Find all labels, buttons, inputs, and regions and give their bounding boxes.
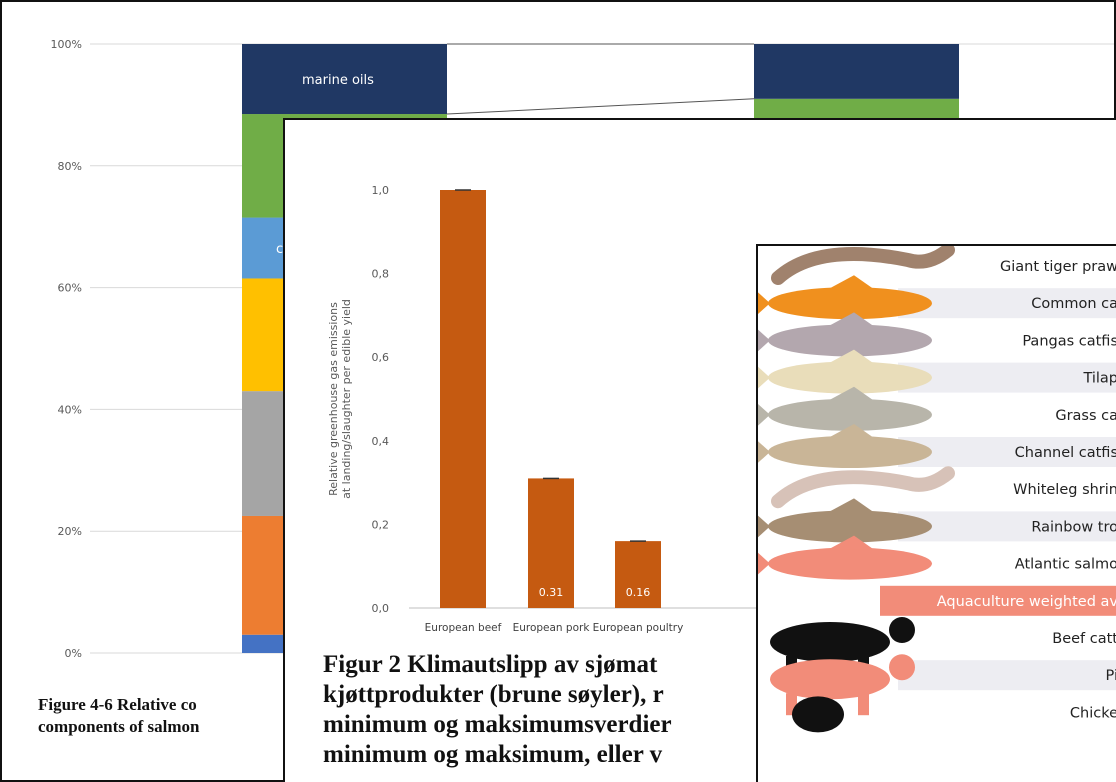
silhouette-body	[768, 436, 932, 468]
giant-tiger-prawn-icon	[771, 246, 955, 285]
emissions-bar-chart: 1,0 0,8 0,6 0,4 0,2 0,0 Relative greenhouse ga…	[327, 184, 1116, 634]
y-tick-label: 20%	[58, 525, 82, 538]
silhouette-head	[889, 654, 915, 681]
species-label: Chicke	[1070, 705, 1116, 721]
segment-label: marine oils	[302, 73, 374, 88]
x-tick-label: European beef	[425, 622, 502, 634]
value-label: 0.31	[539, 586, 564, 599]
figur-2-caption: Figur 2 Klimautslipp av sjømat kjøttprod…	[323, 650, 672, 770]
silhouette-fin	[828, 386, 874, 401]
y-tick-label: 40%	[58, 403, 82, 416]
silhouette-fin	[828, 535, 874, 550]
y-tick-label: 0,4	[372, 435, 390, 448]
x-tick-label: European poultry	[593, 622, 684, 634]
silhouette-body	[768, 398, 932, 431]
figure-4-6-caption: Figure 4-6 Relative co components of sal…	[38, 694, 200, 738]
caption-line: Figure 4-6 Relative co	[38, 695, 197, 714]
row-stripe	[898, 288, 1116, 319]
y-axis-label-line: Relative greenhouse gas emissions	[327, 302, 340, 496]
segment-label: c	[276, 242, 283, 257]
y-axis-label: Relative greenhouse gas emissions at land…	[327, 299, 353, 499]
species-label: Rainbow tro	[1031, 519, 1116, 535]
grass-carp-icon	[758, 386, 932, 431]
bar	[615, 541, 661, 608]
silhouette-tail	[758, 329, 770, 352]
y-tick-label: 1,0	[372, 184, 390, 197]
silhouette-body	[770, 622, 890, 662]
y-tick-label: 0,0	[372, 602, 390, 615]
channel-catfish-icon	[758, 424, 932, 468]
y-tick-label: 0,2	[372, 518, 390, 531]
y-tick-label: 0,6	[372, 351, 390, 364]
silhouette-fin	[828, 498, 874, 513]
silhouette-tail	[758, 552, 770, 575]
silhouette-tail	[758, 404, 770, 426]
silhouette-body	[768, 510, 932, 543]
silhouette-body	[768, 547, 932, 580]
silhouette-tail	[758, 515, 770, 538]
row-stripe	[898, 362, 1116, 393]
species-label: Whiteleg shrin	[1013, 482, 1116, 498]
bar-segment	[242, 44, 447, 115]
species-label: Channel catfis	[1015, 445, 1116, 461]
y-tick-label: 60%	[58, 282, 82, 295]
silhouette-fin	[828, 349, 874, 364]
value-label: 0.16	[626, 586, 651, 599]
pangas-catfish-icon	[758, 312, 932, 357]
atlantic-salmon-icon	[758, 535, 932, 580]
species-label: Pangas catfis	[1022, 333, 1116, 349]
species-list-panel: Giant tiger praw Common ca Pangas catfis Ti…	[756, 244, 1116, 782]
silhouette-body	[768, 287, 932, 320]
bar	[440, 190, 486, 608]
row-stripe	[898, 660, 1116, 691]
silhouette-fin	[828, 424, 874, 438]
silhouette-body	[792, 696, 844, 733]
row-stripe	[898, 437, 1116, 467]
caption-line: minimum og maksimumsverdier	[323, 711, 672, 738]
silhouette-body	[768, 361, 932, 394]
silhouette-body	[768, 324, 932, 357]
silhouette-body	[770, 659, 890, 700]
y-tick-label: 80%	[58, 160, 82, 173]
caption-line: kjøttprodukter (brune søyler), r	[323, 681, 664, 708]
y-tick-label: 0,8	[372, 268, 390, 281]
species-label: Giant tiger praw	[1000, 259, 1116, 275]
chicken-icon	[792, 696, 844, 733]
species-label: Grass ca	[1055, 408, 1116, 424]
species-label: Tilap	[1082, 371, 1116, 387]
species-list: Giant tiger praw Common ca Pangas catfis Ti…	[758, 246, 1116, 733]
caption-line: minimum og maksimum, eller v	[323, 741, 663, 768]
species-label: Pi	[1106, 668, 1116, 684]
species-label: Common ca	[1031, 296, 1116, 312]
common-carp-icon	[758, 275, 932, 320]
silhouette-leg	[786, 693, 797, 716]
row-stripe	[898, 511, 1116, 542]
silhouette-fin	[828, 275, 874, 290]
silhouette-tail	[758, 366, 770, 389]
x-tick-label: European pork	[513, 622, 591, 634]
tilapia-icon	[758, 349, 932, 394]
species-label: Beef catt	[1052, 631, 1116, 647]
rainbow-trout-icon	[758, 498, 932, 543]
connector-line	[446, 98, 755, 115]
silhouette-head	[889, 617, 915, 643]
silhouette-tail	[758, 292, 770, 314]
bar-segment	[754, 44, 959, 99]
caption-line: components of salmon	[38, 717, 200, 736]
species-label: Aquaculture weighted av	[937, 594, 1116, 610]
highlight-row	[880, 585, 1116, 616]
species-label: Atlantic salmo	[1015, 557, 1116, 573]
whiteleg-shrimp-icon	[771, 466, 955, 509]
silhouette-fin	[828, 312, 874, 327]
silhouette-body	[771, 246, 955, 285]
bar	[528, 478, 574, 608]
caption-line: Figur 2 Klimautslipp av sjømat	[323, 651, 658, 678]
y-tick-label: 0%	[65, 647, 82, 660]
silhouette-leg	[858, 693, 869, 716]
silhouette-body	[771, 466, 955, 509]
y-axis-label-line: at landing/slaughter per edible yield	[340, 299, 353, 499]
pig-icon	[770, 654, 915, 716]
silhouette-tail	[758, 441, 770, 463]
y-tick-label: 100%	[51, 38, 82, 51]
